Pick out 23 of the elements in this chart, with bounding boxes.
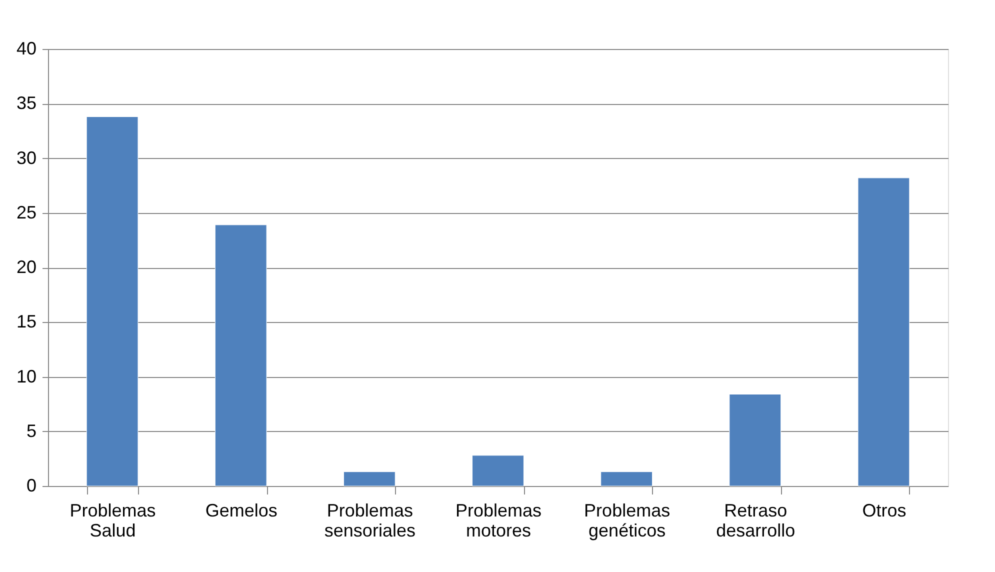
- x-tick-label: Problemas sensoriales: [324, 500, 416, 540]
- y-tick-label: 30: [16, 148, 36, 168]
- bar: [214, 224, 267, 486]
- bar: [858, 178, 910, 486]
- y-tick-label: 15: [16, 312, 36, 332]
- x-tick-label: Otros: [862, 500, 906, 520]
- y-tick-label: 40: [16, 38, 36, 58]
- y-tick-label: 10: [16, 366, 36, 386]
- bar: [343, 472, 396, 486]
- x-tick-label: Problemas genéticos: [584, 500, 670, 540]
- bar: [729, 394, 782, 486]
- x-tick-label: Gemelos: [205, 500, 278, 520]
- x-tick-label: Problemas Salud: [70, 500, 156, 540]
- x-tick-label: Problemas motores: [455, 500, 542, 540]
- y-tick-label: 0: [26, 476, 36, 496]
- bar: [600, 472, 653, 486]
- y-tick-label: 20: [16, 257, 36, 277]
- y-tick-label: 35: [16, 93, 36, 114]
- bar: [86, 116, 138, 486]
- bar: [472, 455, 524, 486]
- x-tick-label: Retraso desarrollo: [716, 500, 796, 540]
- y-tick-label: 25: [16, 202, 36, 222]
- y-tick-label: 5: [26, 420, 36, 441]
